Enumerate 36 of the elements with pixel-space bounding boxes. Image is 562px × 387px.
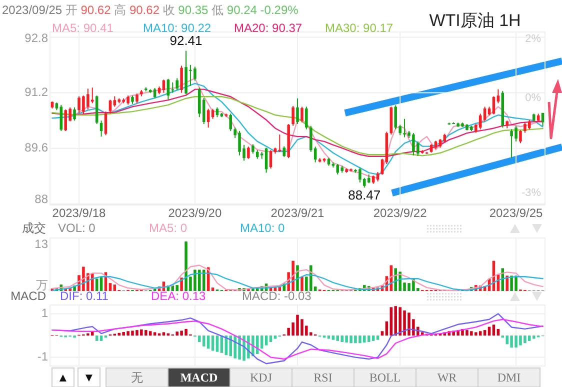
x-tick-label: 2023/9/18 xyxy=(52,206,106,220)
annotation: 88.47 xyxy=(348,188,381,203)
x-tick-label: 2023/9/20 xyxy=(168,206,222,220)
text: DIF: 0.11 xyxy=(60,289,109,304)
y-tick-label: 88 xyxy=(34,192,48,206)
y-tick-label: 1 xyxy=(41,306,48,320)
text: VOL: 0 xyxy=(58,221,96,236)
text: MACD xyxy=(180,370,218,384)
text: MA10: 0 xyxy=(240,221,286,236)
text: MA5: 0 xyxy=(149,221,188,236)
y-tick-label: 92.8 xyxy=(24,31,48,46)
text: DMI xyxy=(497,370,521,384)
chart-title: WTI原油 1H xyxy=(429,11,521,30)
chart-title: 成交 xyxy=(22,221,46,236)
text: MA10: 90.22 xyxy=(143,21,212,36)
text: RSI xyxy=(314,370,332,384)
text: WR xyxy=(437,370,457,384)
text: MA5: 90.41 xyxy=(52,21,114,36)
y-tick-label: -1 xyxy=(37,349,48,364)
text: 13 xyxy=(34,237,48,252)
text: MA30: 90.17 xyxy=(325,21,394,36)
text: MA20: 90.37 xyxy=(234,21,302,36)
text: ▲ xyxy=(57,370,69,384)
text: 无 xyxy=(131,370,143,384)
y-tick-label: 89.6 xyxy=(24,140,48,155)
text: KDJ xyxy=(250,370,272,384)
x-tick-label: 2023/9/22 xyxy=(373,206,428,220)
text: BOLL xyxy=(369,370,401,384)
text: ▼ xyxy=(83,370,95,384)
series-label: MACD: -0.03 xyxy=(242,289,312,304)
series-label: DEA: 0.13 xyxy=(151,289,206,304)
annotation: 92.41 xyxy=(170,32,202,48)
text: 2023/09/25 开 90.62 高 90.62 收 90.35 低 90.24 -0.29% xyxy=(2,3,298,17)
x-tick-label: 2023/9/21 xyxy=(270,206,325,220)
y-tick-label: 91.2 xyxy=(24,84,48,99)
x-tick-label: 2023/9/25 xyxy=(489,206,544,220)
